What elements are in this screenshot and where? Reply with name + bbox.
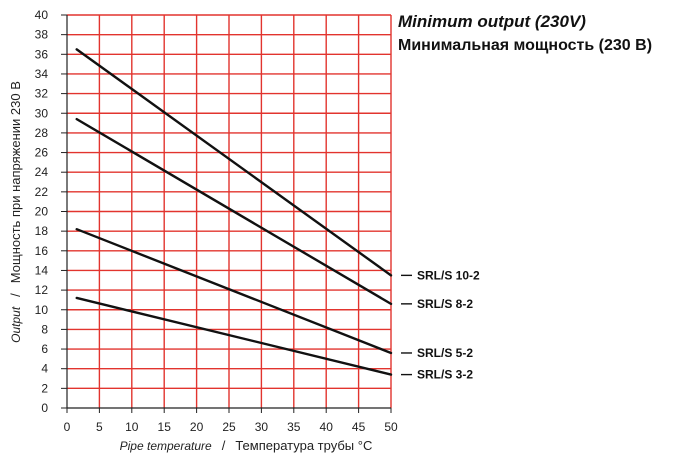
y-tick-label: 12	[35, 283, 49, 297]
y-tick-label: 18	[35, 224, 49, 238]
x-tick-label: 35	[287, 420, 301, 434]
series-line	[75, 227, 393, 355]
x-tick-label: 15	[158, 420, 172, 434]
legend-label: SRL/S 3-2	[417, 368, 473, 382]
y-tick-label: 6	[41, 342, 48, 356]
y-tick-label: 30	[35, 106, 49, 120]
x-axis-label: Pipe temperature / Температура трубы °C	[120, 437, 373, 454]
y-tick-label: 8	[41, 322, 48, 336]
x-tick-label: 5	[96, 420, 103, 434]
legend-label: SRL/S 5-2	[417, 346, 473, 360]
y-tick-label: 40	[35, 8, 49, 22]
y-tick-label: 22	[35, 185, 49, 199]
y-tick-label: 28	[35, 126, 49, 140]
y-tick-label: 20	[35, 205, 49, 219]
chart-subtitle: Минимальная мощность (230 В)	[398, 37, 652, 54]
legend-label: SRL/S 8-2	[417, 297, 473, 311]
y-axis-label: Output / Мощность при напряжении 230 В	[7, 81, 24, 343]
x-tick-label: 25	[222, 420, 236, 434]
y-tick-label: 26	[35, 146, 49, 160]
series-line	[75, 296, 393, 376]
legend-label: SRL/S 10-2	[417, 268, 480, 282]
x-tick-label: 45	[352, 420, 366, 434]
x-tick-label: 10	[125, 420, 139, 434]
series-lines	[75, 48, 393, 376]
x-tick-label: 50	[384, 420, 398, 434]
y-tick-label: 14	[35, 263, 49, 277]
x-tick-label: 40	[320, 420, 334, 434]
series-line	[75, 48, 393, 277]
x-tick-label: 30	[255, 420, 269, 434]
y-tick-label: 36	[35, 47, 49, 61]
y-tick-label: 2	[41, 381, 48, 395]
y-axis-label-separator: /	[8, 293, 23, 297]
legend: SRL/S 10-2 SRL/S 8-2 SRL/S 5-2 SRL/S 3-2	[401, 268, 480, 382]
x-axis-label-separator: /	[222, 438, 226, 453]
x-tick-label: 0	[64, 420, 71, 434]
y-tick-label: 38	[35, 28, 49, 42]
y-tick-label: 24	[35, 165, 49, 179]
grid-lines	[67, 14, 392, 408]
x-tick-labels: 0 5 10 15 20 25 30 35 40 45 50	[64, 408, 398, 434]
y-tick-label: 34	[35, 67, 49, 81]
y-tick-label: 16	[35, 244, 49, 258]
y-tick-label: 0	[41, 401, 48, 415]
y-tick-label: 10	[35, 303, 49, 317]
x-axis-label-ru: Температура трубы °C	[235, 438, 372, 453]
y-tick-label: 4	[41, 362, 48, 376]
y-axis-label-ru: Мощность при напряжении 230 В	[8, 81, 23, 283]
x-tick-label: 20	[190, 420, 204, 434]
y-axis-label-en: Output	[9, 306, 23, 343]
y-tick-label: 32	[35, 87, 49, 101]
x-axis-label-en: Pipe temperature	[120, 439, 212, 453]
series-line	[75, 117, 393, 306]
chart-title: Minimum output (230V)	[398, 12, 586, 31]
